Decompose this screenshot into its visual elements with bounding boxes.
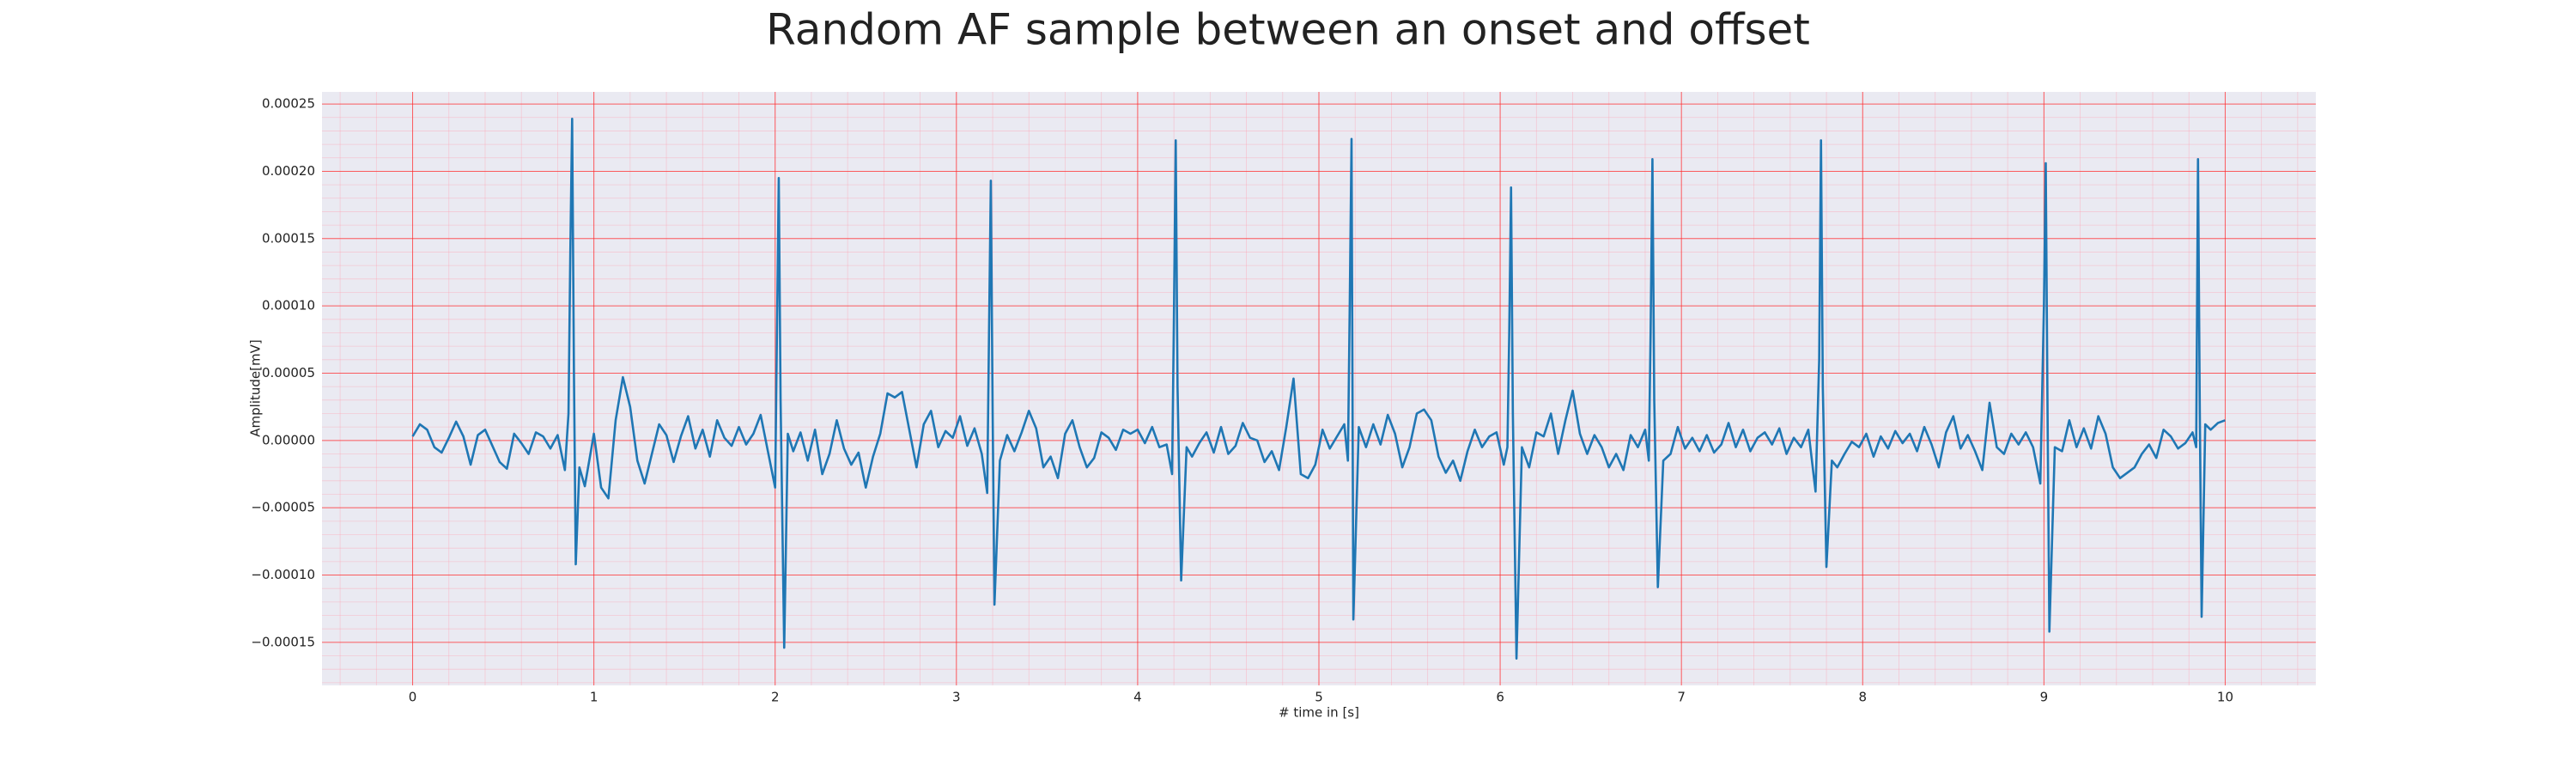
- y-tick-label: 0.00020: [262, 163, 315, 179]
- x-tick-label: 5: [1315, 690, 1323, 705]
- y-tick-label: 0.00010: [262, 298, 315, 313]
- x-tick-label: 9: [2040, 690, 2049, 705]
- x-tick-label: 2: [771, 690, 780, 705]
- y-tick-label: 0.00025: [262, 96, 315, 112]
- x-tick-label: 3: [952, 690, 961, 705]
- x-axis-label: # time in [s]: [1279, 705, 1359, 721]
- y-tick-label: 0.00005: [262, 365, 315, 380]
- y-axis-label: Amplitude[mV]: [248, 339, 264, 436]
- chart-title: Random AF sample between an onset and of…: [766, 5, 1810, 55]
- signal-line: [411, 118, 2226, 660]
- x-tick-label: 6: [1496, 690, 1504, 705]
- y-tick-label: −0.00010: [251, 567, 315, 582]
- y-tick-label: 0.00015: [262, 230, 315, 246]
- y-tick-label: −0.00015: [251, 634, 315, 649]
- y-tick-label: 0.00000: [262, 432, 315, 447]
- x-tick-label: 7: [1677, 690, 1686, 705]
- x-tick-label: 0: [409, 690, 417, 705]
- x-tick-label: 10: [2217, 690, 2233, 705]
- x-tick-label: 8: [1858, 690, 1867, 705]
- x-tick-label: 1: [590, 690, 598, 705]
- y-tick-label: −0.00005: [251, 500, 315, 515]
- x-tick-label: 4: [1133, 690, 1142, 705]
